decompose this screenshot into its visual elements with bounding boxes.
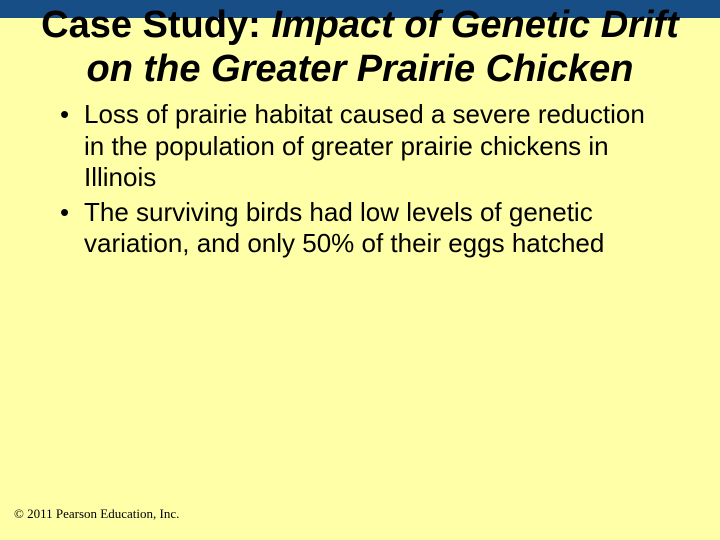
bullet-list: Loss of prairie habitat caused a severe … [0, 99, 720, 259]
list-item: Loss of prairie habitat caused a severe … [60, 99, 660, 193]
list-item: The surviving birds had low levels of ge… [60, 197, 660, 259]
slide-title: Case Study: Impact of Genetic Drift on t… [0, 4, 720, 91]
copyright-text: © 2011 Pearson Education, Inc. [14, 506, 179, 522]
title-prefix: Case Study: [41, 4, 271, 46]
